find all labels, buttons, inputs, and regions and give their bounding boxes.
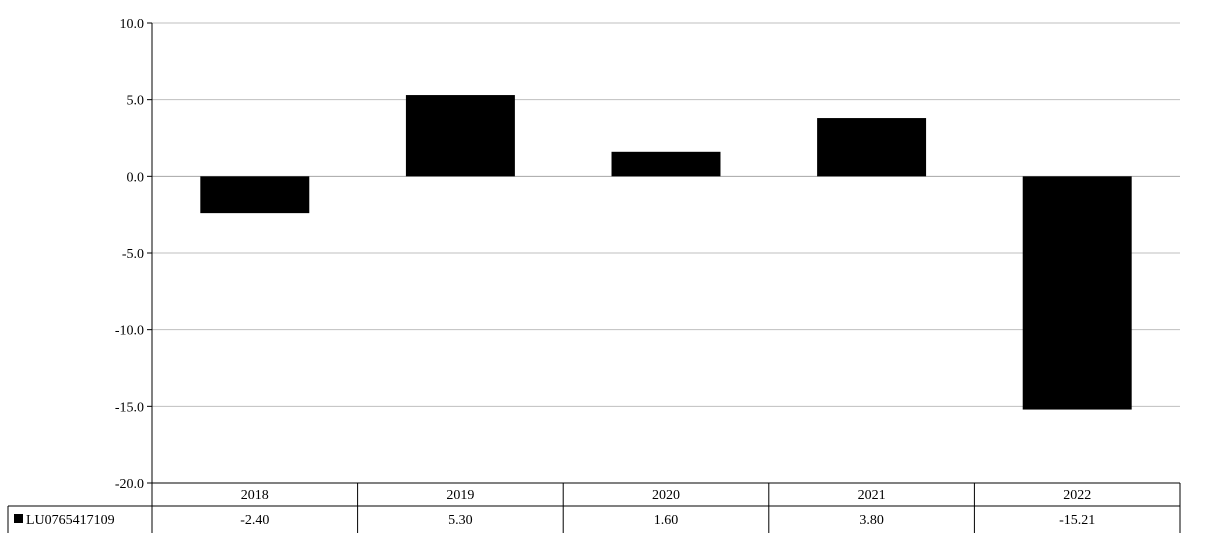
value-label: 5.30	[448, 513, 473, 528]
category-label: 2021	[858, 488, 886, 503]
data-table: 2018 -2.40 2019 5.30 2020 1.60 2021 3.80 2022 -15…	[7, 482, 1181, 533]
y-tick-label: -10.0	[115, 324, 144, 339]
legend-key-LU0765417109	[14, 514, 23, 523]
value-label: 1.60	[654, 513, 679, 528]
y-tick-label: 5.0	[127, 94, 145, 109]
bar-2019	[405, 95, 515, 177]
y-tick-label: 10.0	[120, 17, 145, 32]
bars	[200, 95, 1132, 410]
value-label: -15.21	[1059, 513, 1095, 528]
bar-2022	[1022, 176, 1132, 410]
y-tick-label: -15.0	[115, 400, 144, 415]
category-label: 2020	[652, 488, 680, 503]
bar-2018	[200, 176, 310, 214]
category-label: 2019	[446, 488, 474, 503]
y-tick-label: -5.0	[122, 247, 144, 262]
bar-2021	[817, 118, 927, 177]
value-label: -2.40	[240, 513, 269, 528]
series-name: LU0765417109	[26, 513, 115, 528]
y-axis-ticks: 10.0 5.0 0.0 -5.0 -10.0 -15.0 -20.0	[115, 17, 152, 492]
y-tick-label: -20.0	[115, 477, 144, 492]
category-label: 2018	[241, 488, 269, 503]
value-label: 3.80	[859, 513, 884, 528]
y-tick-label: 0.0	[127, 170, 145, 185]
category-label: 2022	[1063, 488, 1091, 503]
bar-2020	[611, 151, 721, 177]
